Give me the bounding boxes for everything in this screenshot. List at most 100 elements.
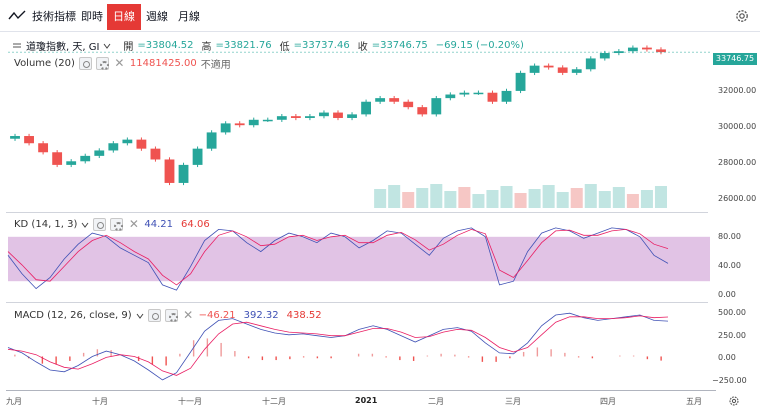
pane-divider[interactable] [6,302,708,303]
close-value: =33746.75 [371,40,428,51]
eye-icon[interactable] [93,218,107,231]
kd-band [8,236,710,282]
gear-icon[interactable] [728,395,740,407]
volume-label: Volume (20) [14,58,75,69]
x-label-apr: 四月 [600,397,616,406]
price-candle [276,116,287,120]
price-candle [305,116,315,118]
price-candle [375,98,386,102]
close-label: 收 [357,42,368,53]
low-value: =33737.46 [293,40,350,51]
kd-tick-0: 0.00 [718,290,736,299]
kd-legend: KD (14, 1, 3) 44.21 64.06 [14,218,210,231]
macd-settings-icon[interactable] [164,309,178,322]
price-candle [10,136,20,139]
price-candle [122,139,133,144]
price-candle [136,139,147,149]
signal-line [7,315,669,376]
tab-monthly[interactable]: 月線 [178,10,200,23]
open-label: 開 [123,42,134,53]
volume-bar [542,185,555,208]
macd-hist-value: −46.21 [198,310,236,321]
price-tick-26000: 26000.00 [718,194,757,203]
price-candle [290,116,301,118]
time-axis-line [6,390,716,391]
tab-daily[interactable]: 日線 [107,4,141,30]
volume-bar [598,191,611,208]
close-icon[interactable] [127,218,140,231]
volume-bar [640,190,653,208]
macd-value: 392.32 [243,310,279,321]
macd-tick-minus250: −250.00 [712,376,747,385]
macd-label: MACD (12, 26, close, 9) [14,310,132,321]
macd-tick-500: 500.00 [718,308,746,317]
volume-note: 不適用 [200,60,231,71]
volume-bar [514,193,527,208]
chevron-down-icon[interactable] [103,42,111,50]
eye-icon[interactable] [78,57,92,70]
eye-icon[interactable] [147,309,161,322]
chevron-down-icon[interactable] [136,312,144,320]
price-candle [529,65,540,73]
volume-settings-icon[interactable] [95,57,109,70]
price-candle [642,47,652,50]
price-candle [656,49,666,53]
volume-bar [626,194,639,208]
chevron-down-icon[interactable] [81,221,89,229]
volume-bar [584,184,597,208]
kd-tick-40: 40.00 [718,261,741,270]
volume-bar [612,187,625,208]
k-line [7,227,669,291]
indicator-icon [8,10,26,20]
toolbar-title[interactable]: 技術指標 [8,8,76,24]
x-label-feb: 二月 [428,397,444,406]
change-value: −69.15 (−0.20%) [435,40,524,51]
close-icon[interactable] [113,57,126,70]
price-candle [599,53,610,59]
symbol-label[interactable]: 道瓊指數, 天, GI [26,42,100,53]
tab-weekly[interactable]: 週線 [146,10,168,23]
volume-legend: Volume (20) 11481425.00 不適用 [14,56,231,71]
price-candle [333,112,343,118]
tab-realtime[interactable]: 即時 [81,10,103,23]
volume-value: 11481425.00 [129,58,197,69]
pane-divider[interactable] [6,212,708,213]
price-candle [613,51,624,54]
volume-bar [500,186,513,208]
price-tick-30000: 30000.00 [718,122,757,131]
toolbar: 技術指標 即時 日線 週線 月線 [0,0,760,32]
high-label: 高 [201,42,212,53]
price-candle [164,159,175,183]
price-candle [178,164,189,183]
collapse-icon[interactable] [12,41,22,51]
price-candle [262,119,273,122]
x-label-dec: 十二月 [262,397,286,406]
kd-label: KD (14, 1, 3) [14,219,78,230]
macd-tick-250: 250.00 [718,331,746,340]
price-candle [248,119,259,126]
open-value: =33804.52 [137,40,194,51]
x-label-mar: 三月 [505,397,521,406]
kd-settings-icon[interactable] [110,218,124,231]
price-candle [515,72,526,91]
kd-tick-80: 80.00 [718,232,741,241]
price-candle [206,132,217,149]
macd-legend: MACD (12, 26, close, 9) −46.21 392.32 43… [14,309,322,322]
macd-tick-0: 0.00 [718,353,736,362]
close-icon[interactable] [182,309,195,322]
volume-bar [556,192,569,208]
volume-bar [444,191,457,208]
volume-bar [486,190,499,208]
price-candle [192,148,203,165]
gear-icon[interactable] [734,8,750,24]
volume-bar [472,194,485,208]
price-candle [80,155,91,162]
price-candle [24,136,34,144]
volume-bar [430,184,443,208]
price-candle [319,112,329,117]
signal-value: 438.52 [286,310,322,321]
price-candle [543,65,554,68]
d-value: 64.06 [181,219,210,230]
price-candle [347,114,357,118]
price-candle [627,47,638,52]
